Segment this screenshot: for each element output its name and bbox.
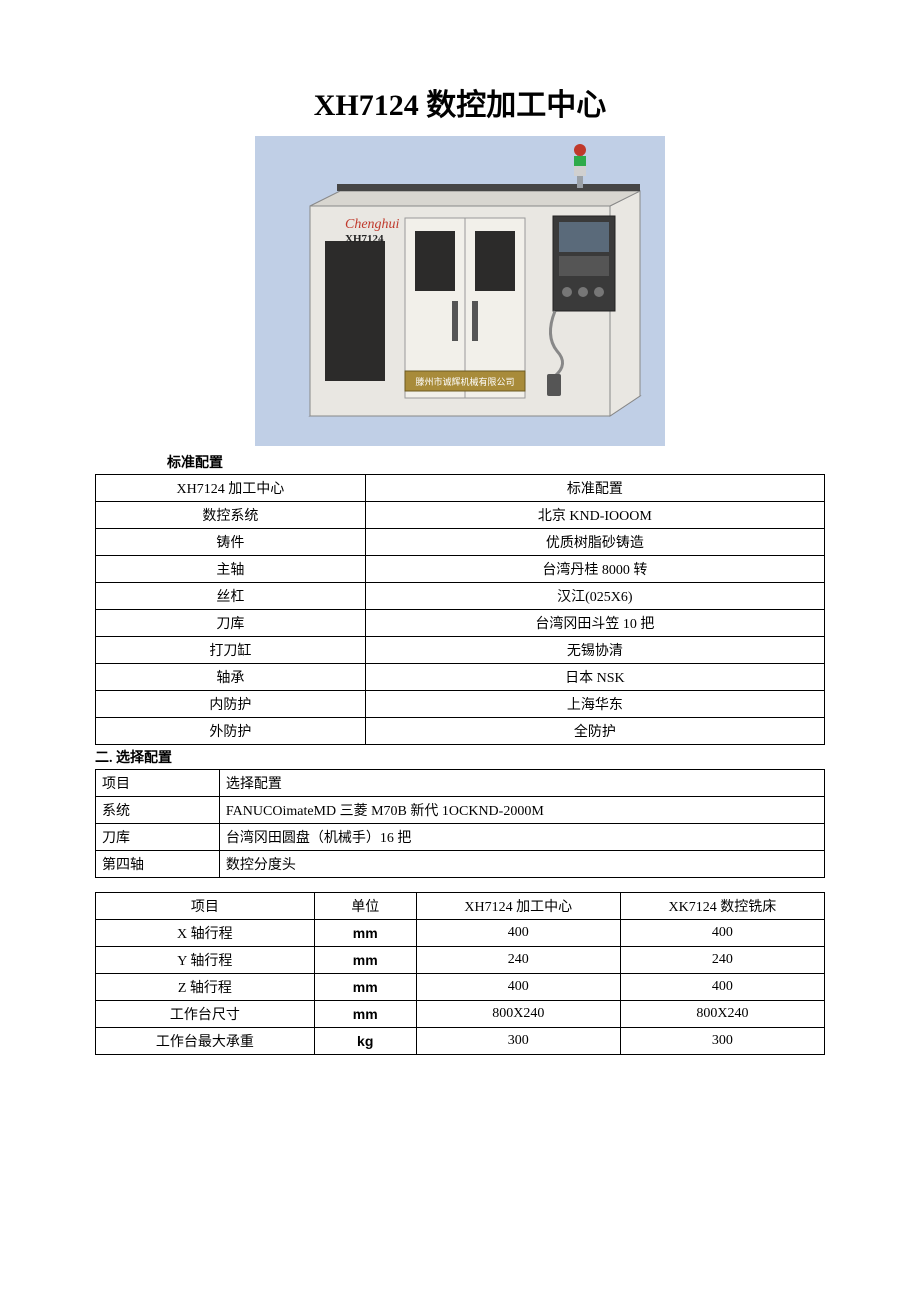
table-cell: 400 [620, 920, 824, 947]
table-row: 刀库台湾冈田圆盘（机械手）16 把 [96, 824, 825, 851]
table-cell: 上海华东 [365, 691, 824, 718]
table-row: XH7124 加工中心标准配置 [96, 475, 825, 502]
table-cell: mm [314, 947, 416, 974]
table-cell: 标准配置 [365, 475, 824, 502]
table-cell: Z 轴行程 [96, 974, 315, 1001]
table-cell: 日本 NSK [365, 664, 824, 691]
table-row: 工作台最大承重kg300300 [96, 1028, 825, 1055]
table-row: X 轴行程mm400400 [96, 920, 825, 947]
table-cell: 优质树脂砂铸造 [365, 529, 824, 556]
table-cell: 800X240 [416, 1001, 620, 1028]
table-row: Y 轴行程mm240240 [96, 947, 825, 974]
table-cell: 400 [620, 974, 824, 1001]
table-cell: 项目 [96, 893, 315, 920]
table-cell: 800X240 [620, 1001, 824, 1028]
table-cell: 300 [416, 1028, 620, 1055]
table-cell: 单位 [314, 893, 416, 920]
table-cell: 400 [416, 974, 620, 1001]
opt-config-label: 二. 选择配置 [95, 747, 825, 767]
table-cell: 打刀缸 [96, 637, 366, 664]
table-cell: 工作台尺寸 [96, 1001, 315, 1028]
table-row: 内防护上海华东 [96, 691, 825, 718]
std-config-table: XH7124 加工中心标准配置数控系统北京 KND-IOOOM铸件优质树脂砂铸造… [95, 474, 825, 745]
table-row: 主轴台湾丹桂 8000 转 [96, 556, 825, 583]
opt-rows: 项目选择配置系统FANUCOimateMD 三菱 M70B 新代 1OCKND-… [96, 770, 825, 878]
table-cell: 汉江(025X6) [365, 583, 824, 610]
table-row: 项目选择配置 [96, 770, 825, 797]
table-row: 铸件优质树脂砂铸造 [96, 529, 825, 556]
table-cell: 数控分度头 [219, 851, 824, 878]
std-rows: XH7124 加工中心标准配置数控系统北京 KND-IOOOM铸件优质树脂砂铸造… [96, 475, 825, 745]
table-cell: 主轴 [96, 556, 366, 583]
table-cell: 北京 KND-IOOOM [365, 502, 824, 529]
table-row: 系统FANUCOimateMD 三菱 M70B 新代 1OCKND-2000M [96, 797, 825, 824]
table-row: 丝杠汉江(025X6) [96, 583, 825, 610]
table-row: 数控系统北京 KND-IOOOM [96, 502, 825, 529]
table-cell: 刀库 [96, 610, 366, 637]
table-cell: 台湾冈田圆盘（机械手）16 把 [219, 824, 824, 851]
table-cell: 300 [620, 1028, 824, 1055]
spec-rows: 项目单位XH7124 加工中心XK7124 数控铣床X 轴行程mm400400Y… [96, 893, 825, 1055]
table-cell: mm [314, 920, 416, 947]
table-cell: mm [314, 1001, 416, 1028]
table-cell: kg [314, 1028, 416, 1055]
table-row: Z 轴行程mm400400 [96, 974, 825, 1001]
table-cell: 选择配置 [219, 770, 824, 797]
opt-config-table: 项目选择配置系统FANUCOimateMD 三菱 M70B 新代 1OCKND-… [95, 769, 825, 878]
table-cell: 400 [416, 920, 620, 947]
table-cell: XK7124 数控铣床 [620, 893, 824, 920]
product-image: 滕州市诚辉机械有限公司 Chenghui XH7124 [255, 136, 665, 446]
table-cell: XH7124 加工中心 [96, 475, 366, 502]
table-cell: 铸件 [96, 529, 366, 556]
table-cell: 刀库 [96, 824, 220, 851]
table-cell: 丝杠 [96, 583, 366, 610]
table-cell: Y 轴行程 [96, 947, 315, 974]
table-row: 项目单位XH7124 加工中心XK7124 数控铣床 [96, 893, 825, 920]
table-cell: 全防护 [365, 718, 824, 745]
table-cell: 轴承 [96, 664, 366, 691]
table-cell: 台湾冈田斗笠 10 把 [365, 610, 824, 637]
table-cell: 内防护 [96, 691, 366, 718]
svg-text:XH7124: XH7124 [345, 233, 384, 245]
table-cell: 第四轴 [96, 851, 220, 878]
table-row: 轴承日本 NSK [96, 664, 825, 691]
table-cell: 系统 [96, 797, 220, 824]
svg-text:滕州市诚辉机械有限公司: 滕州市诚辉机械有限公司 [415, 376, 514, 387]
table-row: 第四轴数控分度头 [96, 851, 825, 878]
table-cell: 项目 [96, 770, 220, 797]
table-cell: XH7124 加工中心 [416, 893, 620, 920]
table-cell: 台湾丹桂 8000 转 [365, 556, 824, 583]
table-cell: 工作台最大承重 [96, 1028, 315, 1055]
table-cell: 外防护 [96, 718, 366, 745]
table-cell: X 轴行程 [96, 920, 315, 947]
svg-text:Chenghui: Chenghui [345, 217, 400, 232]
table-row: 打刀缸无锡协清 [96, 637, 825, 664]
spec-table: 项目单位XH7124 加工中心XK7124 数控铣床X 轴行程mm400400Y… [95, 892, 825, 1055]
table-row: 刀库台湾冈田斗笠 10 把 [96, 610, 825, 637]
table-row: 工作台尺寸mm800X240800X240 [96, 1001, 825, 1028]
product-image-wrap: 滕州市诚辉机械有限公司 Chenghui XH7124 [95, 136, 825, 446]
table-cell: mm [314, 974, 416, 1001]
table-cell: FANUCOimateMD 三菱 M70B 新代 1OCKND-2000M [219, 797, 824, 824]
table-cell: 240 [416, 947, 620, 974]
table-cell: 数控系统 [96, 502, 366, 529]
table-cell: 无锡协清 [365, 637, 824, 664]
std-config-label: 标准配置 [95, 452, 825, 472]
table-row: 外防护全防护 [96, 718, 825, 745]
page-title: XH7124 数控加工中心 [95, 80, 825, 124]
table-cell: 240 [620, 947, 824, 974]
